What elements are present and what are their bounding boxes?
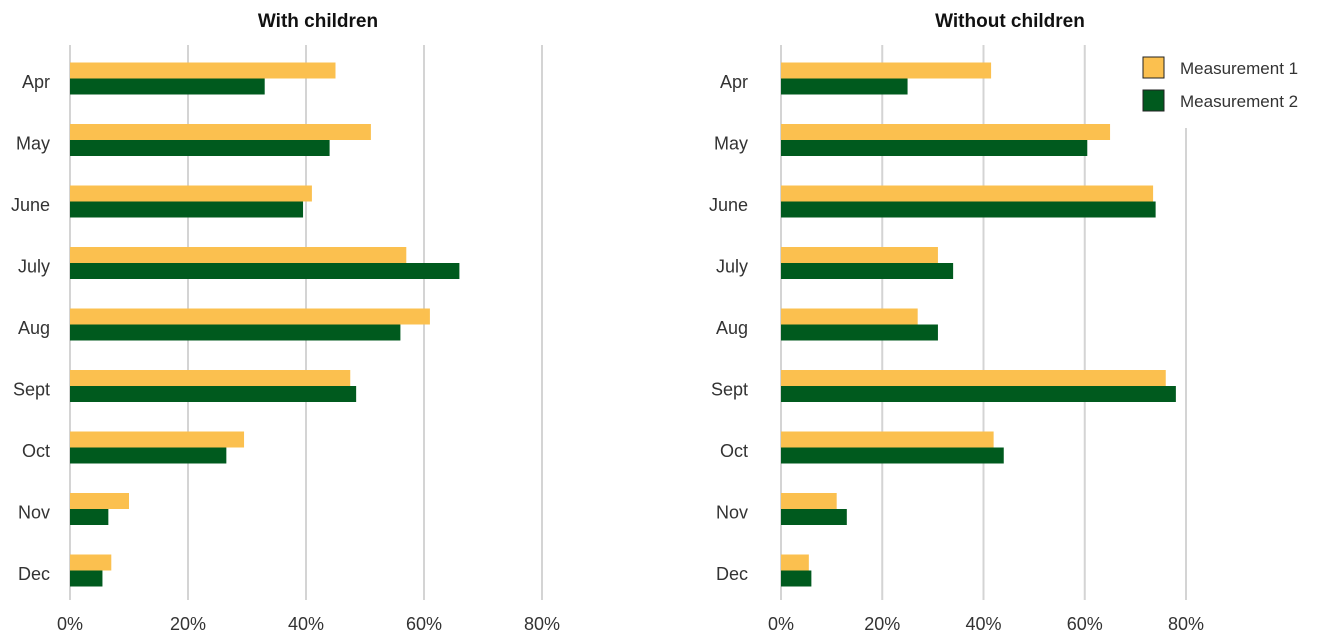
bar-measurement-1 [781, 62, 992, 79]
x-tick-label: 20% [864, 614, 900, 634]
category-label: Sept [13, 380, 50, 400]
bar-measurement-1 [70, 62, 336, 79]
category-label: Nov [18, 503, 50, 523]
bar-measurement-2 [70, 78, 265, 95]
x-tick-label: 40% [965, 614, 1001, 634]
category-label: Aug [18, 318, 50, 338]
legend-swatch-2 [1142, 89, 1165, 112]
bar-measurement-2 [781, 324, 938, 341]
bar-measurement-2 [70, 570, 103, 587]
x-tick-label: 20% [170, 614, 206, 634]
x-tick-label: 60% [1067, 614, 1103, 634]
legend: Measurement 1 Measurement 2 [1142, 56, 1298, 112]
category-label: Apr [720, 72, 748, 92]
bar-measurement-1 [70, 493, 129, 509]
bar-measurement-1 [70, 247, 407, 263]
legend-label: Measurement 1 [1180, 59, 1298, 78]
bar-measurement-2 [781, 140, 1088, 156]
x-tick-label: 40% [288, 614, 324, 634]
bar-measurement-2 [70, 386, 357, 402]
bar-measurement-2 [781, 570, 812, 587]
bar-measurement-1 [781, 185, 1154, 202]
x-tick-label: 80% [1168, 614, 1204, 634]
category-label: Nov [716, 503, 748, 523]
bar-measurement-2 [70, 509, 109, 525]
category-label: July [18, 257, 50, 277]
bar-measurement-1 [70, 554, 112, 571]
category-label: May [16, 134, 50, 154]
chart-title: With children [258, 11, 378, 32]
bar-measurement-1 [781, 370, 1166, 386]
category-label: Dec [716, 564, 748, 584]
bar-measurement-2 [781, 201, 1156, 218]
bar-measurement-1 [781, 124, 1111, 140]
bar-measurement-1 [70, 124, 371, 140]
category-label: May [714, 134, 748, 154]
bar-measurement-2 [70, 263, 460, 279]
legend-swatch-1 [1142, 56, 1165, 79]
bar-measurement-2 [781, 263, 954, 279]
category-label: Dec [18, 564, 50, 584]
bar-measurement-2 [781, 78, 908, 95]
bar-measurement-2 [70, 324, 401, 341]
x-tick-label: 0% [768, 614, 794, 634]
bar-measurement-1 [70, 370, 351, 386]
chart-panel-1: With children Apr May June July Aug Sept Oct Nov… [11, 11, 560, 634]
category-label: Apr [22, 72, 50, 92]
category-label: June [709, 195, 748, 215]
bar-measurement-1 [70, 308, 430, 325]
bar-measurement-2 [70, 447, 227, 464]
bar-measurement-1 [781, 493, 837, 509]
category-label: Oct [720, 441, 748, 461]
bar-measurement-1 [70, 185, 312, 202]
bar-measurement-1 [781, 554, 809, 571]
bar-measurement-1 [70, 431, 245, 448]
category-label: July [716, 257, 748, 277]
bar-measurement-2 [70, 140, 330, 156]
bar-measurement-2 [781, 386, 1176, 402]
bar-measurement-1 [781, 247, 938, 263]
legend-label: Measurement 2 [1180, 92, 1298, 111]
x-tick-label: 60% [406, 614, 442, 634]
x-tick-label: 0% [57, 614, 83, 634]
chart-panel-2: Without children Apr May June July Aug Sept Oct… [709, 11, 1298, 634]
bar-measurement-2 [781, 509, 847, 525]
bar-measurement-2 [70, 201, 304, 218]
category-label: Aug [716, 318, 748, 338]
bar-measurement-2 [781, 447, 1004, 464]
category-label: Sept [711, 380, 748, 400]
bar-measurement-1 [781, 308, 918, 325]
x-tick-label: 80% [524, 614, 560, 634]
category-label: Oct [22, 441, 50, 461]
bar-measurement-1 [781, 431, 994, 448]
chart-title: Without children [935, 11, 1085, 32]
category-label: June [11, 195, 50, 215]
